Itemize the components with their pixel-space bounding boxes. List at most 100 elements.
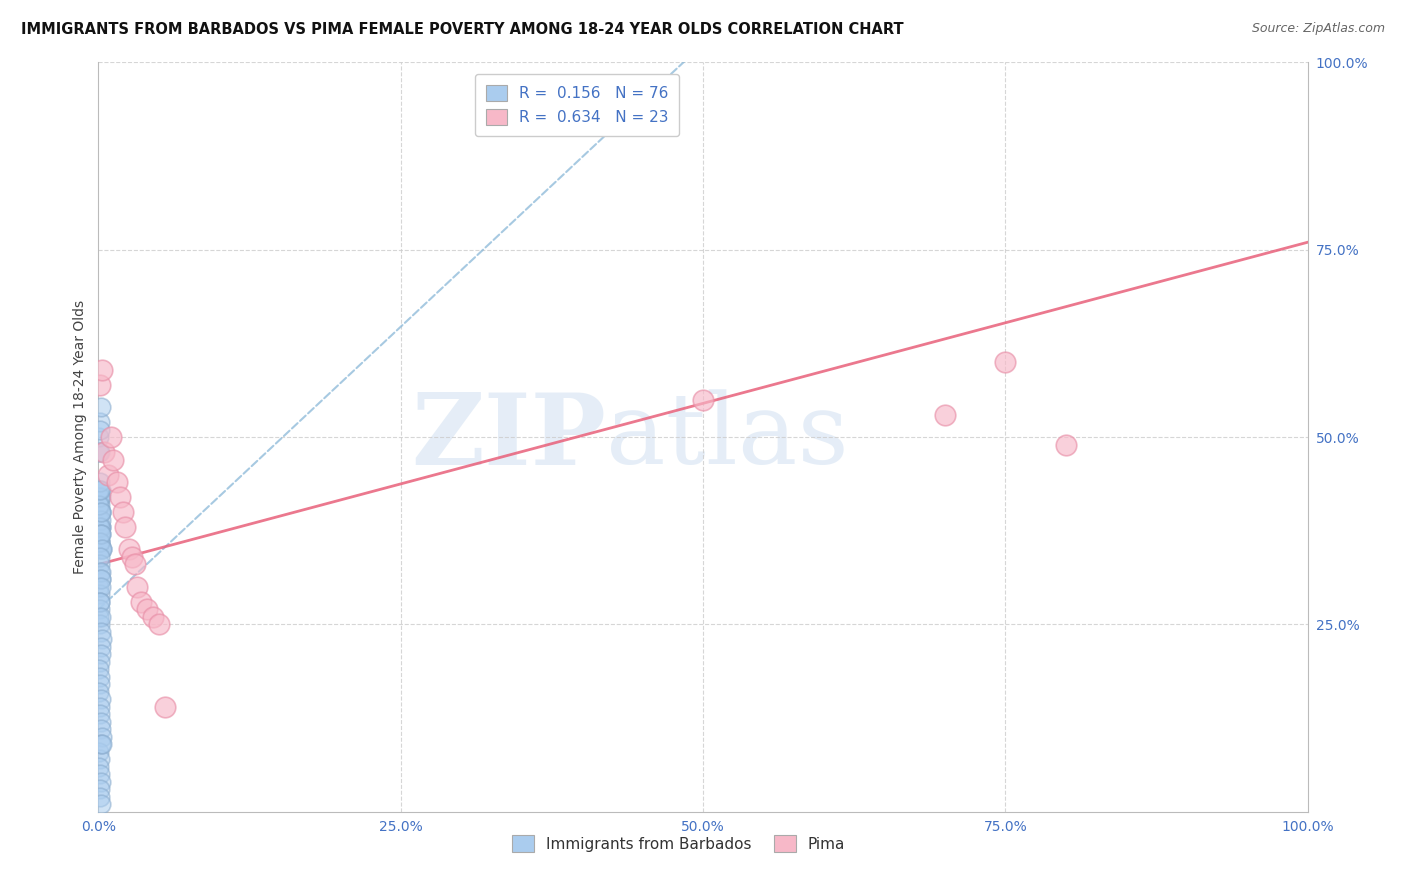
Point [89, 699, 111, 714]
Point [90, 573, 112, 587]
Point [89, 587, 111, 601]
Point [89, 602, 111, 616]
Point [105, 475, 128, 489]
Point [90, 565, 112, 579]
Point [994, 355, 1017, 369]
Point [89, 520, 111, 534]
Text: Source: ZipAtlas.com: Source: ZipAtlas.com [1251, 22, 1385, 36]
Text: atlas: atlas [606, 389, 849, 485]
Point [100, 430, 122, 444]
Point [89, 610, 111, 624]
Point [90, 400, 112, 414]
Point [91, 542, 114, 557]
Point [89, 595, 111, 609]
Point [1054, 437, 1077, 451]
Point [124, 558, 146, 572]
Point [90, 542, 112, 557]
Point [89, 512, 111, 526]
Point [87, 662, 110, 676]
Point [89, 782, 111, 797]
Point [91, 542, 114, 557]
Point [90, 692, 112, 706]
Point [87, 445, 110, 459]
Point [90, 610, 112, 624]
Point [89, 558, 111, 572]
Point [89, 483, 111, 497]
Point [90, 505, 112, 519]
Point [90, 774, 112, 789]
Point [90, 648, 112, 662]
Point [89, 767, 111, 781]
Point [89, 549, 111, 564]
Point [91, 730, 114, 744]
Point [111, 505, 134, 519]
Point [90, 505, 112, 519]
Point [89, 580, 111, 594]
Point [89, 535, 111, 549]
Point [101, 452, 124, 467]
Point [90, 512, 112, 526]
Point [89, 490, 111, 504]
Text: IMMIGRANTS FROM BARBADOS VS PIMA FEMALE POVERTY AMONG 18-24 YEAR OLDS CORRELATIO: IMMIGRANTS FROM BARBADOS VS PIMA FEMALE … [21, 22, 904, 37]
Point [90, 714, 112, 729]
Point [89, 760, 111, 774]
Point [91, 632, 114, 647]
Point [89, 430, 111, 444]
Point [934, 408, 956, 422]
Point [90, 573, 112, 587]
Point [90, 505, 112, 519]
Point [90, 737, 112, 751]
Point [89, 617, 111, 632]
Point [90, 527, 112, 541]
Point [89, 707, 111, 722]
Point [114, 520, 136, 534]
Point [118, 542, 141, 557]
Point [87, 483, 110, 497]
Point [121, 549, 143, 564]
Point [90, 490, 112, 504]
Point [89, 789, 111, 804]
Point [90, 520, 112, 534]
Point [89, 655, 111, 669]
Point [89, 685, 111, 699]
Point [127, 580, 149, 594]
Point [89, 677, 111, 691]
Point [90, 580, 112, 594]
Point [89, 377, 111, 392]
Point [90, 640, 112, 654]
Y-axis label: Female Poverty Among 18-24 Year Olds: Female Poverty Among 18-24 Year Olds [73, 300, 87, 574]
Point [93, 445, 115, 459]
Point [97, 467, 120, 482]
Point [87, 542, 110, 557]
Point [142, 610, 165, 624]
Legend: Immigrants from Barbados, Pima: Immigrants from Barbados, Pima [506, 830, 852, 858]
Point [89, 490, 111, 504]
Point [89, 527, 111, 541]
Point [129, 595, 152, 609]
Point [692, 392, 714, 407]
Point [90, 624, 112, 639]
Point [89, 423, 111, 437]
Point [89, 445, 111, 459]
Point [135, 602, 157, 616]
Point [89, 498, 111, 512]
Point [89, 475, 111, 489]
Point [89, 752, 111, 766]
Point [89, 527, 111, 541]
Point [108, 490, 131, 504]
Point [89, 565, 111, 579]
Point [89, 535, 111, 549]
Point [89, 670, 111, 684]
Point [148, 617, 170, 632]
Point [90, 723, 112, 737]
Point [89, 498, 111, 512]
Point [90, 797, 112, 812]
Point [87, 745, 110, 759]
Point [91, 737, 114, 751]
Point [153, 699, 176, 714]
Point [89, 505, 111, 519]
Point [90, 527, 112, 541]
Point [89, 595, 111, 609]
Point [89, 520, 111, 534]
Text: ZIP: ZIP [412, 389, 606, 485]
